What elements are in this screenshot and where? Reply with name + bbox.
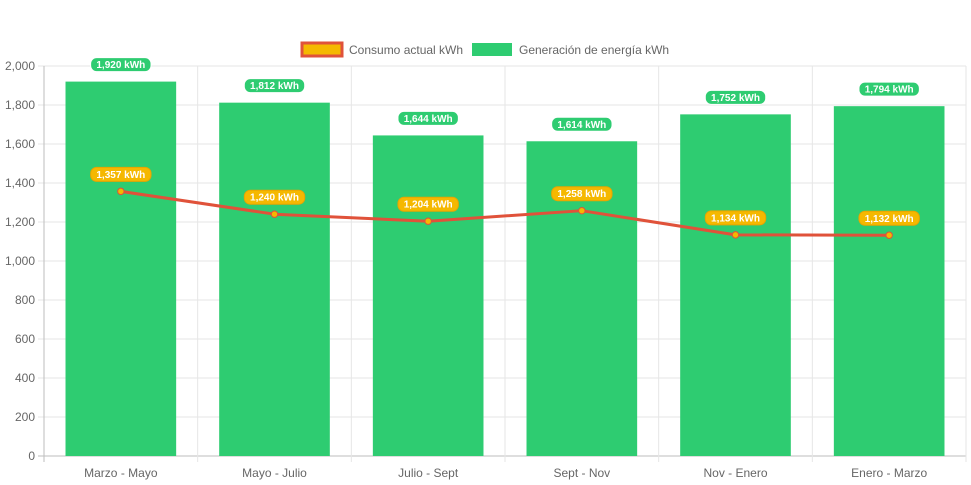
bar-value-label-bg	[858, 81, 920, 97]
x-tick-label: Enero - Marzo	[851, 466, 927, 480]
bar-value-label-bg	[243, 78, 306, 94]
grid	[38, 65, 967, 462]
line-value-label-bg	[858, 210, 920, 226]
bar-generacion[interactable]	[833, 106, 945, 457]
bar-value-label-bg	[90, 57, 152, 73]
point-consumo[interactable]	[731, 231, 740, 239]
legend-swatch-consumo	[300, 41, 344, 58]
point-consumo[interactable]	[578, 206, 586, 215]
bar-value-label-text: 1,752 kWh	[711, 93, 760, 104]
line-value-label-text: 1,357 kWh	[96, 170, 145, 181]
point-consumo[interactable]	[117, 187, 125, 196]
point-consumo[interactable]	[270, 210, 279, 218]
bar-value-label: 1,614 kWh	[551, 116, 613, 132]
bar-generacion[interactable]	[65, 81, 177, 456]
bar-value-label: 1,794 kWh	[858, 81, 920, 97]
y-tick-label: 400	[15, 371, 35, 385]
point-consumo[interactable]	[424, 217, 432, 225]
y-tick-label: 0	[28, 449, 35, 463]
bar-generacion[interactable]	[219, 102, 330, 456]
line-value-label-bg	[551, 186, 613, 202]
legend-swatch-generacion	[472, 43, 512, 56]
axes: 0 200 400 600 800 1,000 1,200 1,400 1,600 1,800 2,…	[5, 59, 928, 480]
line-value-label-text: 1,134 kWh	[711, 213, 760, 224]
line-consumo	[120, 189, 890, 237]
y-tick-label: 1,200	[5, 215, 35, 229]
legend-label-generacion: Generación de energía kWh	[519, 43, 669, 57]
bar-value-label: 1,644 kWh	[397, 110, 459, 126]
line-value-label: 1,132 kWh	[858, 210, 920, 226]
y-tick-label: 1,800	[5, 98, 35, 112]
bar-value-label-text: 1,920 kWh	[96, 60, 145, 71]
line-value-label-text: 1,240 kWh	[250, 193, 299, 204]
x-tick-label: Marzo - Mayo	[84, 466, 158, 480]
legend: Consumo actual kWh Generación de energía…	[300, 41, 669, 58]
bar-value-label: 1,812 kWh	[243, 78, 306, 94]
line-value-label: 1,134 kWh	[704, 210, 767, 226]
bar-value-label-text: 1,644 kWh	[404, 114, 453, 125]
line-value-label-bg	[397, 196, 459, 212]
consumo-line	[117, 187, 893, 239]
bar-value-label: 1,752 kWh	[704, 89, 767, 105]
y-tick-label: 1,400	[5, 176, 35, 190]
line-value-label-text: 1,258 kWh	[557, 189, 606, 200]
bar-value-label-text: 1,812 kWh	[250, 81, 299, 92]
line-value-label: 1,240 kWh	[243, 189, 306, 205]
bar-generacion[interactable]	[372, 135, 484, 457]
y-tick-label: 2,000	[5, 59, 35, 73]
y-tick-label: 1,600	[5, 137, 35, 151]
line-value-label: 1,357 kWh	[90, 166, 152, 182]
bars	[65, 81, 945, 457]
line-value-label-text: 1,132 kWh	[865, 214, 914, 225]
bar-value-label-bg	[704, 89, 767, 105]
y-tick-label: 800	[15, 293, 35, 307]
line-value-label-bg	[243, 189, 306, 205]
x-tick-label: Mayo - Julio	[242, 466, 307, 480]
line-value-label-text: 1,204 kWh	[404, 200, 453, 211]
y-tick-label: 600	[15, 332, 35, 346]
line-value-label: 1,258 kWh	[551, 186, 613, 202]
bar-value-label-bg	[551, 116, 613, 132]
line-value-label-bg	[90, 166, 152, 182]
legend-item-consumo[interactable]: Consumo actual kWh	[300, 41, 463, 58]
x-tick-label: Sept - Nov	[553, 466, 610, 480]
point-consumo[interactable]	[885, 231, 893, 239]
data-labels: 1,920 kWh 1,812 kWh 1,644 kWh 1,614 kWh 1,75…	[90, 57, 920, 226]
line-value-label: 1,204 kWh	[397, 196, 459, 212]
y-tick-label: 200	[15, 410, 35, 424]
x-tick-label: Julio - Sept	[398, 466, 459, 480]
x-tick-label: Nov - Enero	[703, 466, 767, 480]
bar-generacion[interactable]	[680, 114, 791, 457]
legend-label-consumo: Consumo actual kWh	[349, 43, 463, 57]
legend-item-generacion[interactable]: Generación de energía kWh	[472, 43, 669, 57]
bar-value-label-text: 1,614 kWh	[557, 120, 606, 131]
line-value-label-bg	[704, 210, 767, 226]
bar-value-label-bg	[397, 110, 459, 126]
bar-value-label-text: 1,794 kWh	[865, 85, 914, 96]
bar-value-label: 1,920 kWh	[90, 57, 152, 73]
y-tick-label: 1,000	[5, 254, 35, 268]
